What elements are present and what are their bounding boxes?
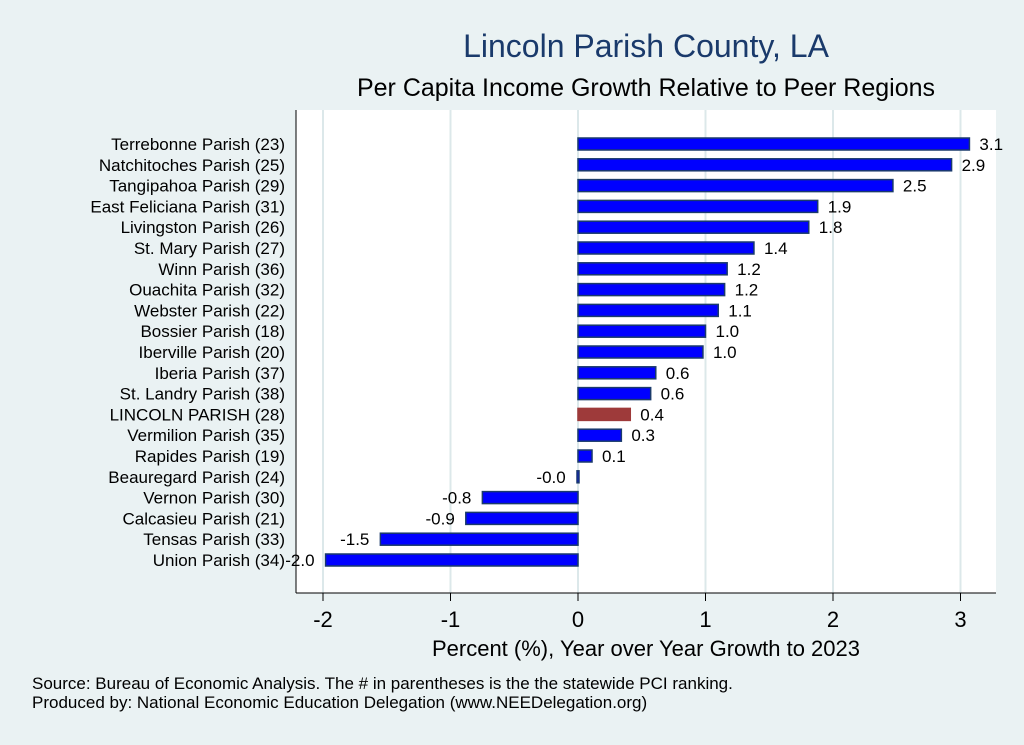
x-ticks: -2 -1 0 1 2 3 xyxy=(313,593,967,632)
chart-title: Lincoln Parish County, LA xyxy=(463,28,829,64)
category-label: Rapides Parish (19) xyxy=(135,447,285,466)
bar xyxy=(577,262,728,276)
category-label: St. Mary Parish (27) xyxy=(134,239,285,258)
value-label: 1.2 xyxy=(735,281,759,300)
x-tick-label: 2 xyxy=(827,607,839,632)
x-tick-label: -2 xyxy=(313,607,333,632)
source-note: Source: Bureau of Economic Analysis. The… xyxy=(32,674,733,712)
value-label: 1.2 xyxy=(737,260,761,279)
bar xyxy=(577,366,657,380)
category-label: Natchitoches Parish (25) xyxy=(99,156,285,175)
bar xyxy=(577,428,623,442)
category-label: Ouachita Parish (32) xyxy=(129,281,285,300)
category-label: Vernon Parish (30) xyxy=(143,489,285,508)
bar xyxy=(465,511,579,526)
bar xyxy=(577,178,894,193)
bar xyxy=(577,449,593,463)
x-tick-label: 1 xyxy=(699,607,711,632)
bar xyxy=(379,532,579,546)
category-label: Webster Parish (22) xyxy=(134,301,285,320)
value-label: 2.5 xyxy=(903,177,927,196)
value-label: -2.0 xyxy=(285,551,314,570)
value-label: 1.9 xyxy=(828,197,852,216)
category-label: Iberville Parish (20) xyxy=(139,343,285,362)
category-label: Winn Parish (36) xyxy=(158,260,285,279)
category-label: Terrebonne Parish (23) xyxy=(111,135,285,154)
producer-line: Produced by: National Economic Education… xyxy=(32,693,648,712)
category-label: Vermilion Parish (35) xyxy=(127,426,285,445)
bar xyxy=(577,386,652,401)
category-label: Union Parish (34) xyxy=(153,551,285,570)
value-label: -0.9 xyxy=(426,509,455,528)
value-label: 1.1 xyxy=(728,301,752,320)
bar xyxy=(577,303,719,318)
bar xyxy=(577,220,810,234)
bar xyxy=(577,158,953,172)
category-labels: Terrebonne Parish (23) Natchitoches Paris… xyxy=(90,135,285,570)
value-labels: 3.12.92.51.91.81.41.21.21.11.01.00.60.60… xyxy=(285,135,1003,570)
chart-subtitle: Per Capita Income Growth Relative to Pee… xyxy=(356,74,936,102)
value-label: 1.8 xyxy=(819,218,843,237)
category-label: Beauregard Parish (24) xyxy=(108,468,285,487)
bar xyxy=(577,345,704,359)
category-label: Iberia Parish (37) xyxy=(155,364,285,383)
bar xyxy=(577,241,755,255)
bar xyxy=(577,199,819,214)
bar xyxy=(576,470,580,484)
category-label: East Feliciana Parish (31) xyxy=(90,197,285,216)
value-label: -0.8 xyxy=(442,489,471,508)
bars xyxy=(324,137,971,567)
value-label: 1.0 xyxy=(716,322,740,341)
x-tick-label: 0 xyxy=(572,607,584,632)
bar xyxy=(577,282,726,297)
value-label: 0.6 xyxy=(661,385,685,404)
value-label: -1.5 xyxy=(340,530,369,549)
bar-highlight xyxy=(577,407,632,422)
bar xyxy=(481,490,579,505)
category-label: Livingston Parish (26) xyxy=(121,218,285,237)
value-label: 0.4 xyxy=(640,405,664,424)
value-label: 2.9 xyxy=(962,156,986,175)
value-label: 0.6 xyxy=(666,364,690,383)
x-tick-label: -1 xyxy=(441,607,461,632)
category-label: St. Landry Parish (38) xyxy=(120,385,285,404)
x-tick-label: 3 xyxy=(954,607,966,632)
value-label: 1.4 xyxy=(764,239,788,258)
category-label: LINCOLN PARISH (28) xyxy=(110,405,285,424)
value-label: -0.0 xyxy=(536,468,565,487)
value-label: 3.1 xyxy=(979,135,1003,154)
category-label: Tangipahoa Parish (29) xyxy=(109,177,285,196)
source-line: Source: Bureau of Economic Analysis. The… xyxy=(32,674,733,693)
value-label: 0.3 xyxy=(631,426,655,445)
category-label: Calcasieu Parish (21) xyxy=(122,509,285,528)
bar xyxy=(324,553,579,567)
category-label: Tensas Parish (33) xyxy=(143,530,285,549)
value-label: 0.1 xyxy=(602,447,626,466)
category-label: Bossier Parish (18) xyxy=(140,322,285,341)
bar xyxy=(577,137,971,151)
bar xyxy=(577,324,707,338)
x-axis-label: Percent (%), Year over Year Growth to 20… xyxy=(432,636,860,661)
value-label: 1.0 xyxy=(713,343,737,362)
